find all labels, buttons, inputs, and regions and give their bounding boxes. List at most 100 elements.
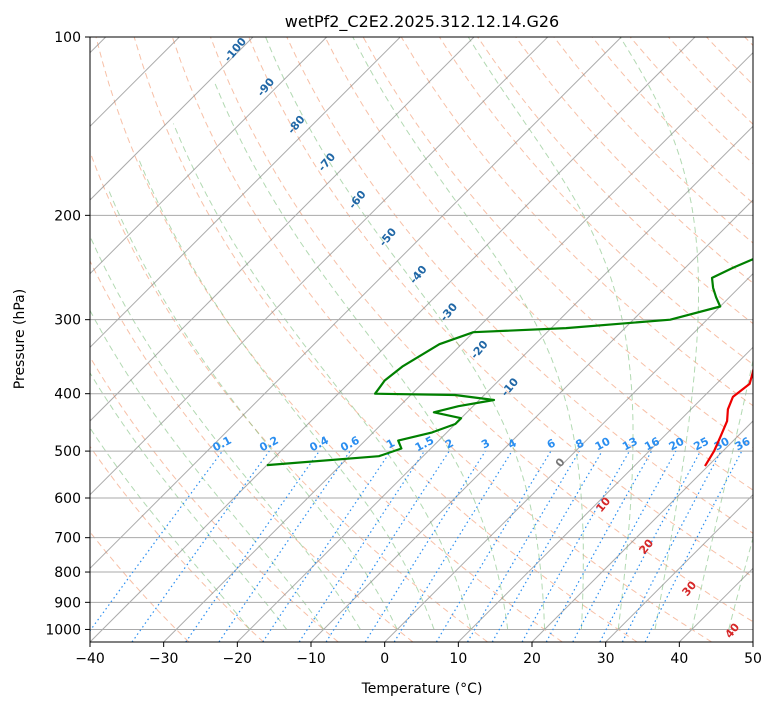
x-tick-label: −30: [149, 651, 179, 667]
dry-adiabat: [90, 531, 190, 642]
mixing-ratio-label: 36: [733, 435, 753, 454]
moist-adiabat: [90, 235, 361, 630]
x-tick-label: 10: [449, 651, 467, 667]
mixing-ratio-line: [131, 450, 270, 642]
isotherm: [752, 641, 753, 642]
y-tick-label: 900: [54, 595, 81, 611]
moist-adiabat: [265, 37, 546, 630]
moist-adiabat: [90, 371, 288, 630]
x-tick-label: 50: [744, 651, 762, 667]
y-tick-label: 600: [54, 491, 81, 507]
dry-adiabat-label: 20: [636, 536, 656, 556]
dry-adiabat: [95, 37, 563, 642]
y-tick-label: 400: [54, 387, 81, 403]
isotherm: [457, 346, 753, 642]
moist-adiabat: [728, 536, 753, 630]
x-tick-label: −10: [296, 651, 326, 667]
temperature-profile: [704, 366, 753, 467]
y-tick-label: 100: [54, 30, 81, 46]
dewpoint-profile: [266, 258, 753, 467]
mixing-ratio-label: 8: [573, 436, 586, 451]
dry-adiabat-label: 40: [722, 620, 742, 640]
dry-adiabat-label: 10: [593, 494, 613, 514]
dry-adiabat: [133, 37, 638, 642]
mixing-ratio-label: 13: [620, 435, 640, 454]
y-tick-label: 700: [54, 531, 81, 547]
dry-adiabat: [591, 37, 753, 204]
moist-adiabat: [619, 37, 699, 630]
isotherm: [90, 37, 622, 570]
isotherm: [163, 51, 753, 642]
isotherm: [384, 272, 753, 642]
dry-adiabat: [706, 37, 753, 86]
mixing-ratio-label: 20: [667, 435, 687, 454]
isotherm: [236, 125, 753, 642]
dry-adiabat: [324, 37, 753, 491]
mixing-ratio-line: [325, 450, 450, 642]
x-tick-label: −40: [75, 651, 105, 667]
isotherm: [90, 37, 549, 496]
moist-adiabat: [214, 83, 509, 630]
mixing-ratio-label: 16: [642, 435, 662, 454]
mixing-ratio-label: 10: [593, 435, 613, 454]
chart-title: wetPf2_C2E2.2025.312.12.14.G26: [285, 12, 559, 32]
dry-adiabat-label: -90: [254, 75, 277, 99]
dry-adiabat: [286, 37, 753, 534]
isotherm: [90, 37, 328, 275]
dry-adiabat: [90, 150, 488, 642]
dry-adiabat: [515, 37, 753, 284]
mixing-ratio-line: [393, 450, 513, 642]
isotherm: [90, 37, 475, 422]
y-tick-label: 1000: [45, 622, 81, 638]
mixing-ratio-line: [644, 450, 743, 642]
dry-adiabat-label: 30: [679, 578, 699, 598]
moist-adiabat: [352, 37, 584, 630]
y-axis-label: Pressure (hPa): [12, 289, 28, 389]
moist-adiabat: [691, 358, 753, 630]
mixing-ratio-label: 6: [545, 436, 558, 451]
dry-adiabat-label: -10: [498, 375, 521, 399]
y-tick-label: 800: [54, 565, 81, 581]
x-tick-label: 0: [380, 651, 389, 667]
isotherm: [90, 37, 401, 349]
isotherm: [605, 493, 753, 642]
y-tick-label: 200: [54, 208, 81, 224]
dry-adiabat-label: -40: [407, 263, 430, 287]
plot-area: 0.1 0.2 0.4 0.6 1 1.5 2 3 4 6 8 10 13 16 20 25 30 36-100-…: [90, 35, 753, 642]
moist-adiabat: [172, 123, 472, 630]
x-axis-label: Temperature (°C): [361, 681, 483, 697]
mixing-ratio-label: 3: [479, 436, 492, 451]
dry-adiabat: [90, 259, 414, 642]
mixing-ratio-line: [521, 450, 631, 642]
dry-adiabat: [210, 37, 753, 623]
dry-adiabat: [438, 37, 753, 366]
plot-frame: [89, 36, 754, 643]
mixing-ratio-line: [364, 450, 486, 642]
mixing-ratio-label: 30: [712, 435, 732, 454]
moist-adiabat: [90, 309, 324, 630]
dry-adiabat-label: -60: [346, 188, 369, 212]
mixing-ratio-label: 1: [384, 436, 397, 451]
mixing-ratio-line: [545, 450, 653, 642]
mixing-ratio-line: [185, 450, 320, 642]
moist-adiabat: [107, 188, 398, 630]
moist-adiabat: [90, 427, 251, 630]
dry-adiabat-label: -100: [221, 35, 249, 65]
mixing-ratio-line: [466, 450, 580, 642]
mixing-ratio-line: [572, 450, 677, 642]
y-tick-label: 500: [54, 444, 81, 460]
dry-adiabat-label: 0: [553, 455, 568, 469]
x-tick-label: 20: [523, 651, 541, 667]
dry-adiabat: [668, 37, 753, 125]
mixing-ratio-label: 4: [506, 436, 519, 451]
moist-adiabat: [467, 37, 634, 630]
mixing-ratio-line: [599, 450, 702, 642]
x-tick-label: −20: [223, 651, 253, 667]
y-tick-label: 300: [54, 313, 81, 329]
mixing-ratio-line: [90, 450, 223, 632]
isotherm: [678, 567, 753, 642]
dry-adiabat: [171, 37, 712, 642]
dry-adiabat-label: -50: [376, 225, 399, 249]
dry-adiabat: [553, 37, 753, 244]
